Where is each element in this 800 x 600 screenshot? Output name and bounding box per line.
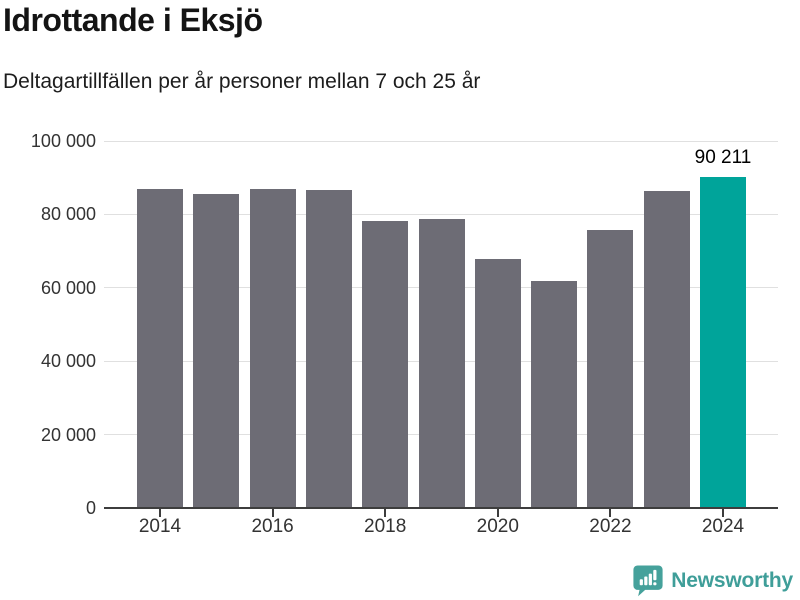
bar-2022 [587,230,634,508]
x-axis-tick [609,509,612,517]
bar-2020 [474,259,521,508]
bar-2016 [249,189,296,508]
x-axis-label: 2022 [589,516,632,537]
x-axis-tick [496,509,499,517]
page-title: Idrottande i Eksjö [3,2,263,38]
x-axis-label: 2016 [251,516,294,537]
bar-2019 [418,219,465,508]
y-axis-label: 40 000 [40,351,96,372]
x-axis-label: 2020 [476,516,519,537]
x-axis-label: 2024 [701,516,745,537]
bar-2024 [700,176,746,508]
brand-name: Newsworthy [671,568,793,592]
bar-chart: 0 20 000 40 000 60 000 80 000 100 000 2014 2016… [30,131,778,537]
y-axis-label: 20 000 [40,424,96,445]
bar-2017 [305,189,352,508]
gridline-80000 [104,213,778,215]
bar-2021 [531,281,578,508]
x-axis-line [104,507,778,509]
x-axis-label: 2014 [138,516,182,537]
bar-value-label: 90 211 [694,146,752,168]
x-axis-label: 2018 [364,516,407,537]
bar-chart-speech-bubble-icon [633,565,663,597]
y-axis-label: 0 [85,498,96,518]
y-axis-label: 100 000 [30,131,96,151]
bar-2014 [137,188,183,508]
x-axis-tick [384,509,387,517]
gridline-100000 [104,140,778,142]
y-axis-label: 80 000 [40,204,96,225]
x-axis-tick [722,509,724,517]
y-axis-label: 60 000 [40,277,96,298]
newsworthy-brand[interactable]: Newsworthy [632,564,793,597]
bar-2023 [643,191,690,508]
x-axis-tick [159,509,161,517]
x-axis-tick [271,509,274,517]
bar-2015 [193,194,240,508]
page-subtitle: Deltagartillfällen per år personer mella… [3,70,481,93]
bar-2018 [362,220,409,508]
